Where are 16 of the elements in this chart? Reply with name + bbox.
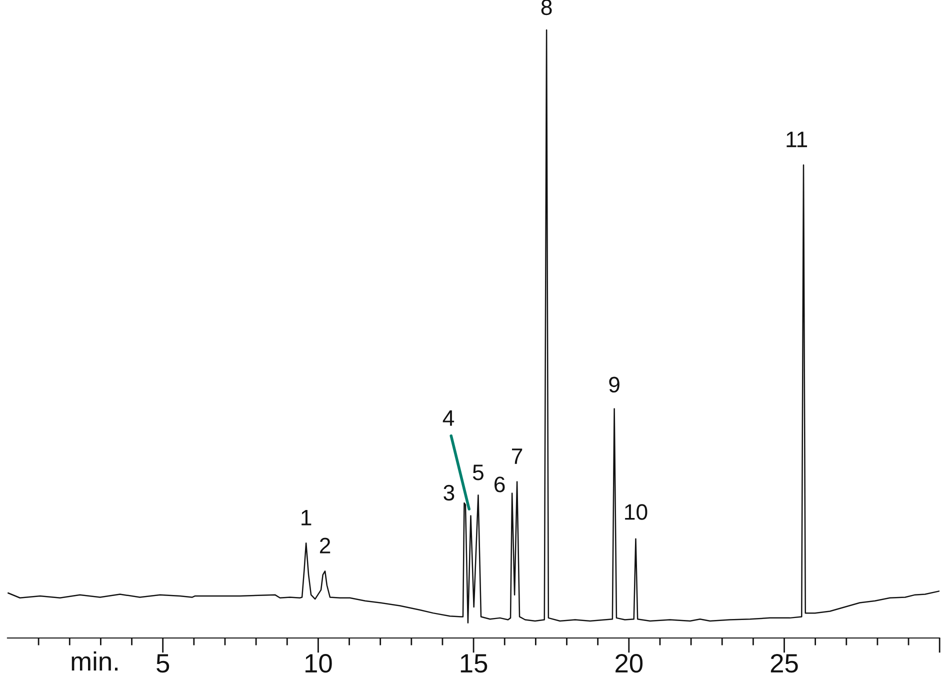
annotation: 1 <box>302 510 312 526</box>
x-tick-label: 15 <box>460 654 488 673</box>
annotation: 5 <box>472 464 484 480</box>
x-axis-title: min. <box>72 651 118 671</box>
annotation: 6 <box>494 476 505 492</box>
x-tick-label: 25 <box>770 654 798 673</box>
x-tick-label: 10 <box>306 654 332 673</box>
annotation: 7 <box>512 448 522 464</box>
annotation: 3 <box>444 484 454 501</box>
annotation: 9 <box>609 376 620 393</box>
x-tick-label: 5 <box>156 654 170 673</box>
annotation: 2 <box>320 538 330 554</box>
annotation: 10 <box>625 504 648 520</box>
annotation: 4 <box>442 410 454 426</box>
x-tick-label: 20 <box>616 654 643 673</box>
annotation: 11 <box>786 132 808 148</box>
